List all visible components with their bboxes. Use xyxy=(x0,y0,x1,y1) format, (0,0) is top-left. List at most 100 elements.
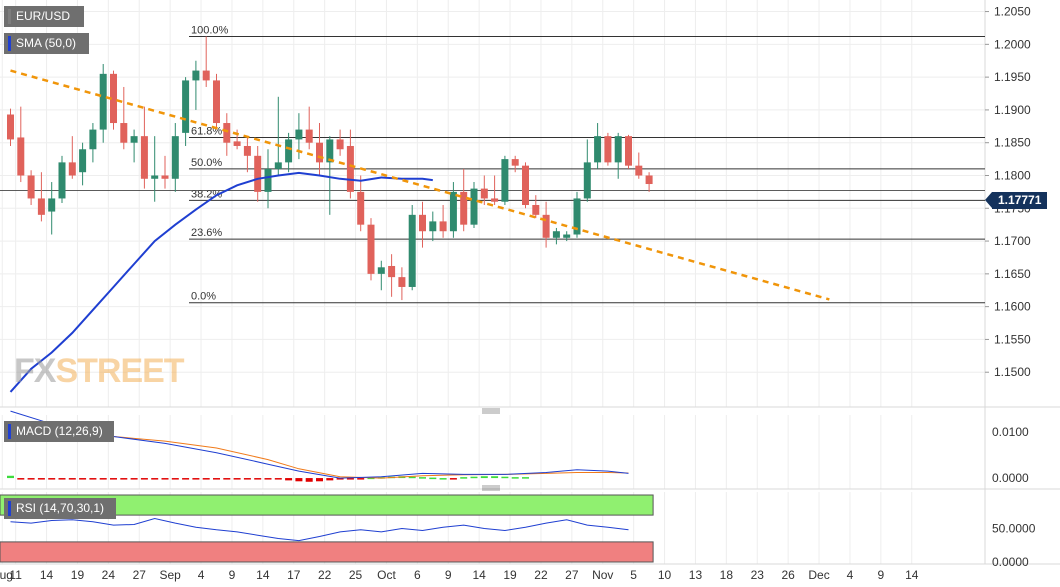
candle-body xyxy=(336,139,344,150)
candle-body xyxy=(182,80,190,133)
macd-histogram-bar xyxy=(357,478,365,480)
candle-body xyxy=(583,162,591,199)
candle-body xyxy=(7,114,14,140)
date-tick-label: 14 xyxy=(472,568,486,582)
macd-histogram-bar xyxy=(419,477,426,479)
candle-body xyxy=(89,129,97,150)
macd-histogram-bar xyxy=(58,478,66,480)
date-tick-label: 26 xyxy=(781,568,795,582)
macd-histogram-bar xyxy=(120,478,128,480)
sma-line xyxy=(9,171,433,393)
candle-body xyxy=(346,145,354,192)
candle-body xyxy=(604,136,612,163)
macd-histogram-bar xyxy=(48,478,56,480)
candle-body xyxy=(161,175,169,179)
macd-histogram-bar xyxy=(213,478,220,480)
candle-body xyxy=(68,162,76,176)
candle-body xyxy=(120,123,128,143)
last-price-tag: 1.17771 xyxy=(984,192,1048,209)
candle-body xyxy=(99,73,107,130)
macd-histogram-bar xyxy=(99,478,107,480)
date-tick-label: 23 xyxy=(751,568,765,582)
candle-body xyxy=(645,175,653,185)
candle-body xyxy=(130,136,138,143)
candle-body xyxy=(140,136,148,179)
candle-body xyxy=(491,198,499,202)
date-tick-label: 27 xyxy=(133,568,147,582)
candle-body xyxy=(377,267,385,274)
date-tick-label: Sep xyxy=(159,568,181,582)
candle-body xyxy=(274,162,282,169)
date-tick-label: 19 xyxy=(503,568,517,582)
macd-histogram-bar xyxy=(130,478,138,480)
candle-body xyxy=(213,80,220,124)
candle-body xyxy=(563,234,571,238)
price-tick-label: 1.1950 xyxy=(994,70,1031,84)
rsi-overbought-zone xyxy=(0,494,654,516)
date-tick-label: 4 xyxy=(198,568,205,582)
date-tick-label: 13 xyxy=(689,568,703,582)
date-tick-label: 9 xyxy=(445,568,452,582)
macd-histogram-bar xyxy=(27,478,35,480)
candle-body xyxy=(398,277,406,287)
macd-histogram-bar xyxy=(305,478,313,482)
fib-level-label: 100.0% xyxy=(191,24,229,36)
macd-histogram-bar xyxy=(17,478,25,480)
symbol-legend[interactable]: EUR/USD xyxy=(4,6,84,27)
macd-histogram-bar xyxy=(336,478,344,480)
macd-line xyxy=(10,410,629,479)
candle-body xyxy=(254,155,262,192)
watermark-part-1: FX xyxy=(14,352,56,390)
symbol-label: EUR/USD xyxy=(16,9,71,23)
macd-legend[interactable]: MACD (12,26,9) xyxy=(4,421,114,442)
price-tick-label: 1.1550 xyxy=(994,332,1031,346)
macd-histogram-bar xyxy=(511,477,519,479)
candle-body xyxy=(223,123,231,143)
price-tick-label: 1.1650 xyxy=(994,267,1031,281)
candle-body xyxy=(522,165,529,205)
candle-body xyxy=(305,129,313,143)
macd-histogram-bar xyxy=(243,478,251,480)
macd-histogram-bar xyxy=(460,477,468,479)
sma-label: SMA (50,0) xyxy=(16,36,77,50)
trendline xyxy=(10,69,830,301)
price-tick-label: 1.1800 xyxy=(994,168,1031,182)
candle-body xyxy=(202,70,210,81)
axes: 1.2050 1.2000 1.1950 1.1900 1.1850 1.1800 1.17… xyxy=(0,5,1036,582)
candle-body xyxy=(171,136,179,179)
sma-legend[interactable]: SMA (50,0) xyxy=(4,33,89,54)
candle-body xyxy=(439,221,447,232)
candle-body xyxy=(542,214,550,238)
candle-body xyxy=(460,191,468,225)
candle-body xyxy=(17,137,25,176)
candle-body xyxy=(552,231,560,238)
date-tick-label: 14 xyxy=(40,568,54,582)
macd-tick-label: 0.0100 xyxy=(992,425,1029,439)
candle-body xyxy=(367,224,375,274)
price-tick-label: 1.1700 xyxy=(994,234,1031,248)
macd-histogram-bar xyxy=(449,478,457,480)
rsi-tick-label: 50.0000 xyxy=(992,522,1036,536)
date-tick-label: 17 xyxy=(287,568,301,582)
macd-histogram-bar xyxy=(254,478,262,480)
date-tick-label: 9 xyxy=(229,568,236,582)
macd-histogram-bar xyxy=(522,477,529,479)
macd-histogram-bar xyxy=(37,478,45,480)
macd-histogram-bar xyxy=(233,478,241,480)
rsi-legend[interactable]: RSI (14,70,30,1) xyxy=(4,498,116,519)
fxstreet-watermark: FXSTREET xyxy=(14,352,185,391)
overlays xyxy=(9,69,830,393)
candle-body xyxy=(27,175,35,199)
candle-body xyxy=(58,162,66,199)
price-tick-label: 1.1600 xyxy=(994,300,1031,314)
candle-body xyxy=(429,221,437,232)
date-tick-label: Nov xyxy=(592,568,613,582)
date-tick-label: Aug xyxy=(0,568,13,582)
date-tick-label: 5 xyxy=(630,568,637,582)
watermark-part-2: STREET xyxy=(55,352,184,390)
candle-body xyxy=(532,205,540,215)
macd-histogram-bar xyxy=(161,478,169,480)
price-tick-label: 1.1500 xyxy=(994,365,1031,379)
grid xyxy=(0,0,1060,565)
